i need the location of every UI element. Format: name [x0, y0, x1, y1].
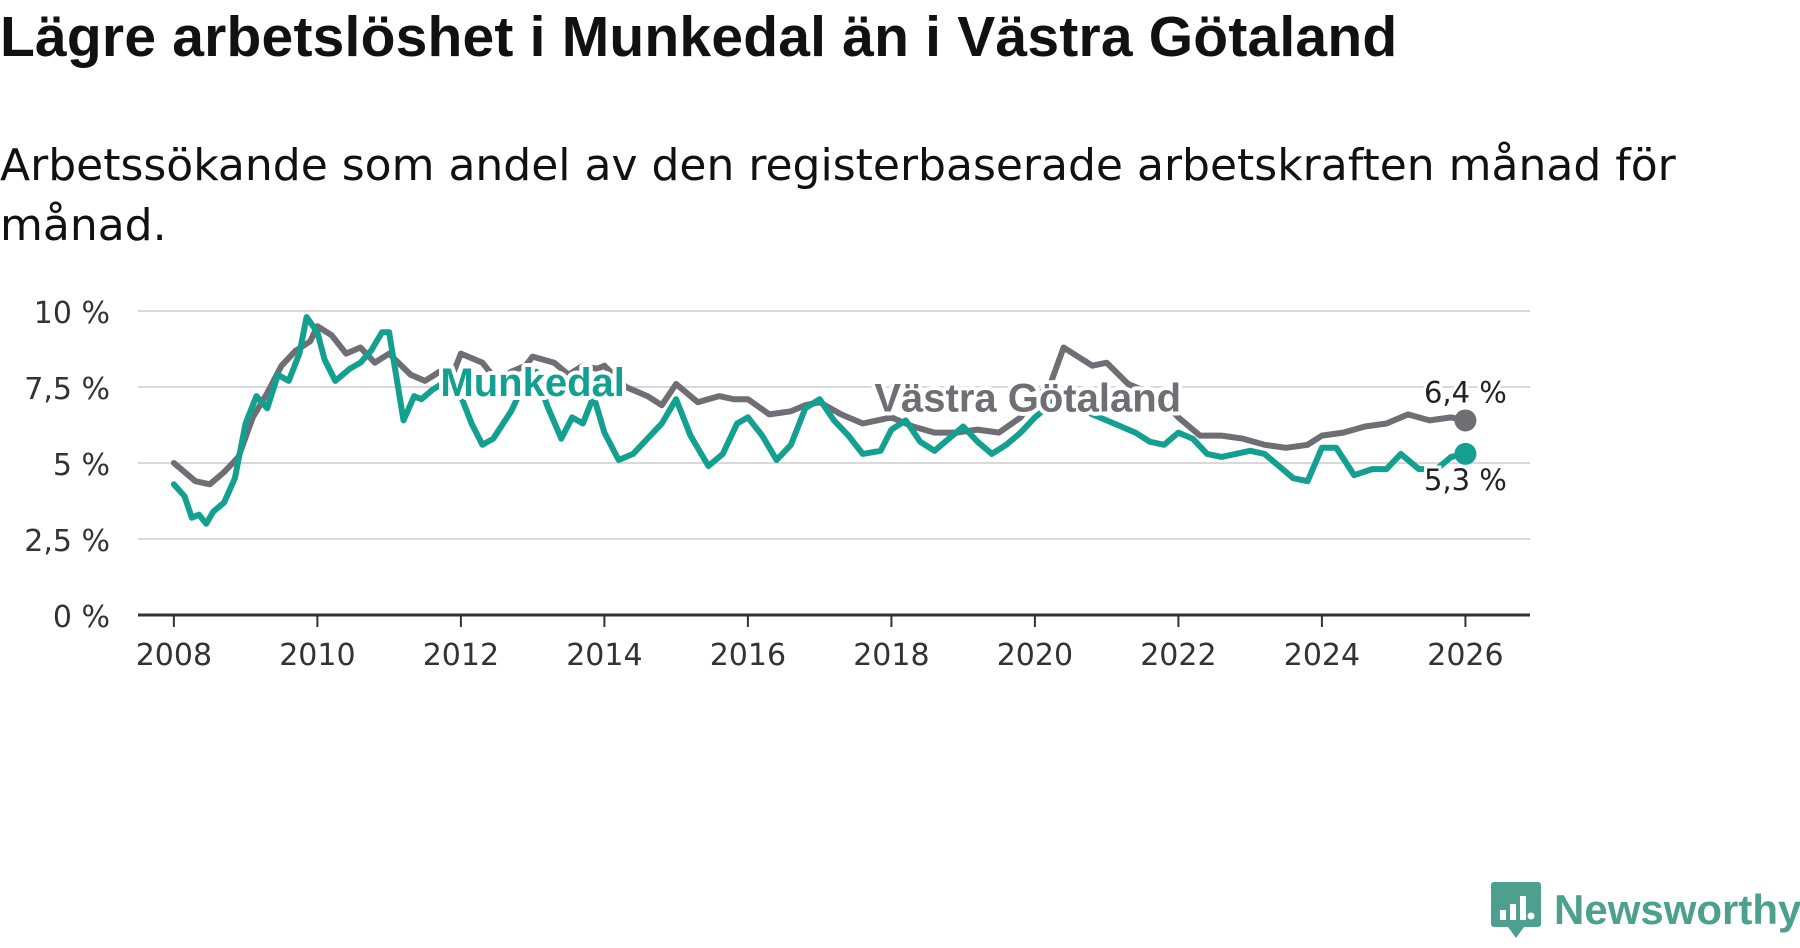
y-tick-label: 2,5 % — [24, 524, 110, 559]
x-tick-label: 2012 — [423, 638, 499, 673]
series-name-annotation: Munkedal — [440, 361, 624, 405]
end-label-munkedal: 5,3 % — [1424, 463, 1507, 497]
chart-subtitle: Arbetssökande som andel av den registerb… — [0, 140, 1676, 251]
series-line-munkedal — [170, 314, 1469, 527]
end-point-munkedal — [1454, 442, 1477, 465]
gridlines — [138, 310, 1530, 540]
x-tick-label: 2022 — [1140, 638, 1216, 673]
x-tick-label: 2010 — [279, 638, 355, 673]
end-label-v-stra-g-taland: 6,4 % — [1424, 375, 1507, 409]
series-lines — [170, 314, 1469, 527]
y-tick-label: 0 % — [53, 600, 110, 635]
series-line-v-stra-g-taland — [170, 323, 1469, 488]
y-tick-label: 7,5 % — [24, 372, 110, 407]
end-point-v-stra-g-taland — [1454, 409, 1477, 432]
x-tick-label: 2008 — [136, 638, 212, 673]
series-name-annotation: Västra Götaland — [874, 376, 1181, 420]
x-tick-label: 2024 — [1284, 638, 1360, 673]
y-tick-label: 10 % — [34, 296, 110, 331]
series-labels: 6,4 % 5,3 % Munkedal Västra Götaland — [436, 357, 1509, 500]
chart-axes: 0 % 2,5 % 5 % 7,5 % 10 % 2008 2010 2012 2014 2016… — [24, 296, 1530, 673]
x-tick-label: 2018 — [853, 638, 929, 673]
x-tick-label: 2016 — [710, 638, 786, 673]
y-tick-label: 5 % — [53, 448, 110, 483]
brand-logo: Newsworthy — [1490, 880, 1800, 940]
x-tick-label: 2014 — [566, 638, 642, 673]
newsworthy-logo-icon — [1491, 882, 1541, 938]
x-tick-label: 2020 — [997, 638, 1073, 673]
x-tick-label: 2026 — [1427, 638, 1503, 673]
chart-title: Lägre arbetslöshet i Munkedal än i Västr… — [0, 5, 1398, 69]
brand-name: Newsworthy — [1554, 886, 1800, 933]
